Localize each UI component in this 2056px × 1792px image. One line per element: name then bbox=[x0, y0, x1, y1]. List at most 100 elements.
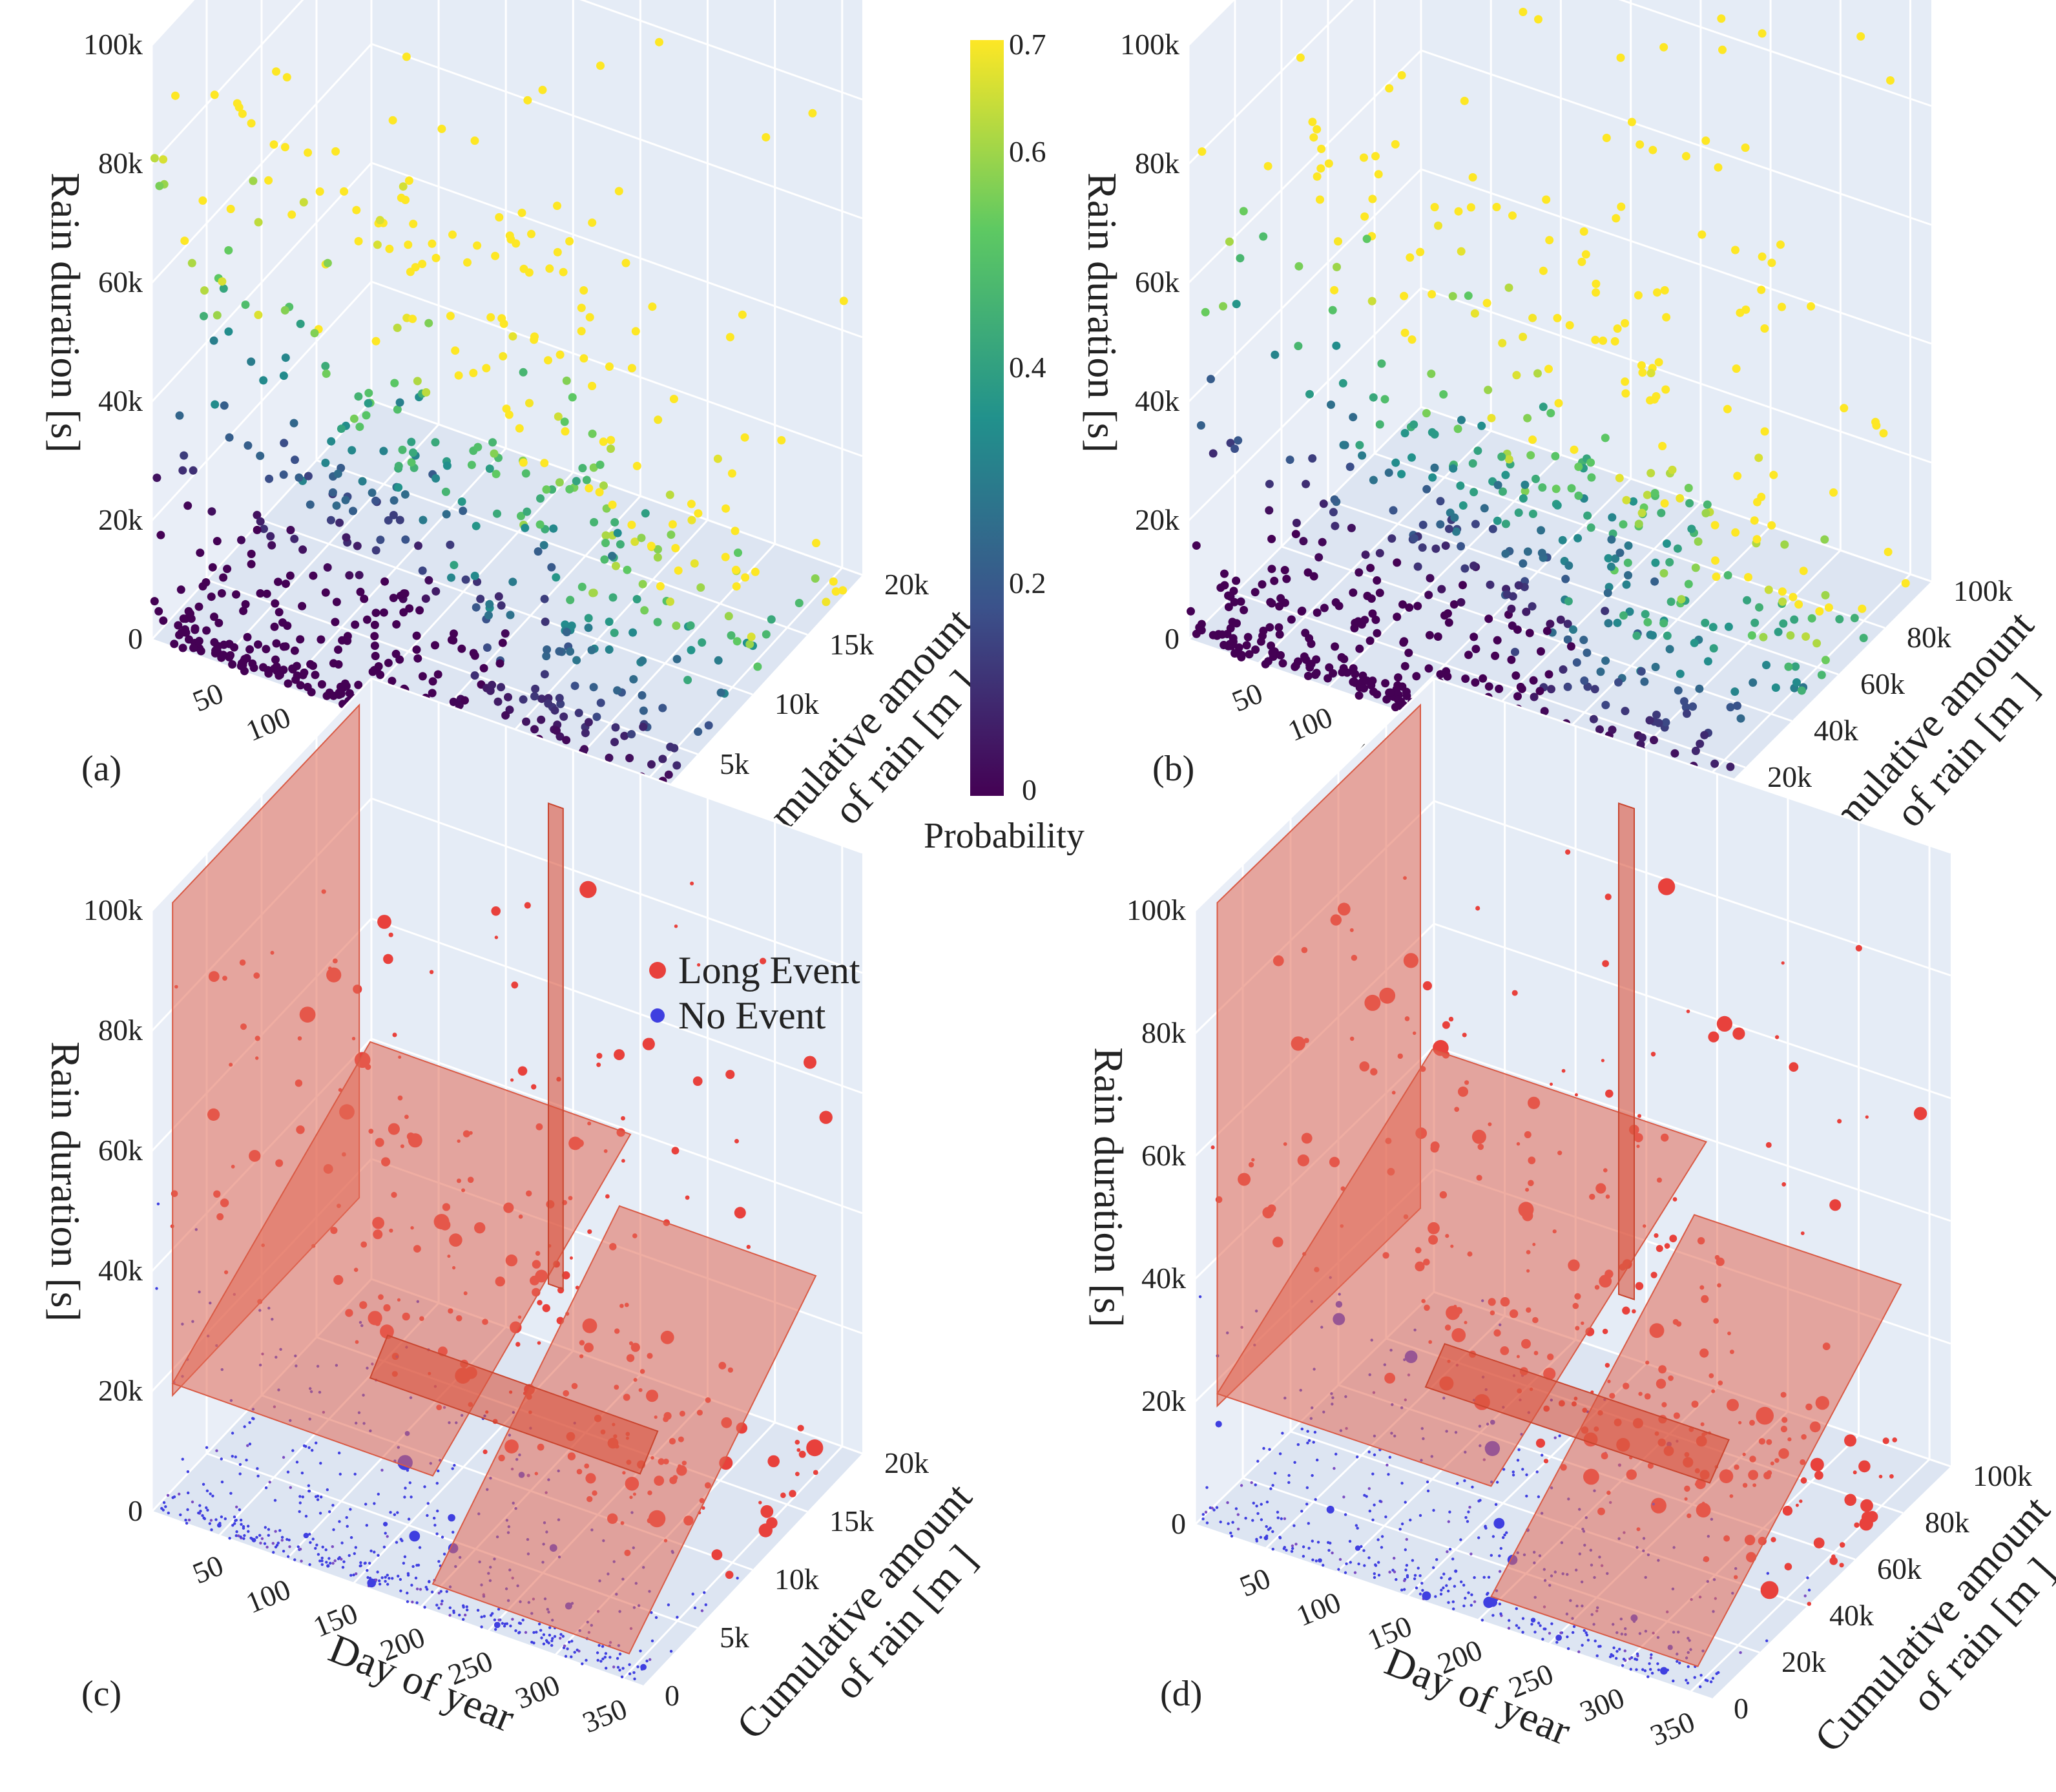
data-point bbox=[531, 684, 540, 693]
data-point bbox=[1340, 654, 1349, 663]
data-point bbox=[1235, 649, 1244, 658]
data-point bbox=[155, 182, 164, 191]
data-point bbox=[1889, 1474, 1894, 1479]
data-point bbox=[1276, 1510, 1280, 1514]
data-point bbox=[220, 1457, 223, 1461]
x-tick-label: 350 bbox=[578, 1692, 632, 1739]
data-point bbox=[217, 589, 226, 598]
data-point bbox=[226, 205, 235, 213]
z-tick-label: 0 bbox=[1165, 622, 1179, 655]
data-point bbox=[1577, 257, 1586, 266]
data-point bbox=[331, 147, 340, 156]
data-point bbox=[1523, 547, 1532, 556]
data-point bbox=[309, 571, 318, 580]
data-point bbox=[1550, 1622, 1553, 1625]
data-point bbox=[1366, 563, 1375, 572]
data-point bbox=[1565, 321, 1574, 329]
data-point bbox=[1466, 203, 1475, 212]
data-point bbox=[1844, 1434, 1856, 1447]
data-point bbox=[1544, 1627, 1547, 1631]
data-point bbox=[418, 1546, 422, 1549]
data-point bbox=[530, 332, 539, 341]
data-point bbox=[1452, 527, 1460, 536]
data-point bbox=[446, 540, 455, 549]
surface-shelf bbox=[1216, 1048, 1708, 1487]
data-point bbox=[555, 478, 564, 487]
y-tick-label: 100k bbox=[1973, 1459, 2032, 1492]
data-point bbox=[1417, 1567, 1420, 1570]
data-point bbox=[1672, 1197, 1677, 1202]
data-point bbox=[1637, 1114, 1641, 1118]
data-point bbox=[1313, 172, 1322, 181]
data-point bbox=[239, 1518, 243, 1522]
data-point bbox=[1622, 1658, 1626, 1661]
data-point bbox=[201, 1514, 204, 1517]
data-point bbox=[1561, 1068, 1566, 1073]
data-point bbox=[243, 632, 252, 641]
data-point bbox=[366, 1568, 369, 1572]
data-point bbox=[1491, 651, 1500, 660]
data-point bbox=[1314, 1498, 1317, 1501]
data-point bbox=[1566, 1647, 1570, 1651]
gridline-y bbox=[1280, 0, 1792, 722]
data-point bbox=[1393, 1570, 1397, 1574]
data-point bbox=[181, 1457, 184, 1461]
data-point bbox=[1412, 672, 1421, 681]
data-point bbox=[362, 411, 371, 420]
data-point bbox=[605, 753, 614, 762]
data-point bbox=[399, 1589, 402, 1592]
data-point bbox=[577, 1649, 581, 1653]
data-point bbox=[407, 437, 416, 446]
data-point bbox=[162, 1501, 166, 1505]
data-point bbox=[1337, 1568, 1340, 1571]
data-point bbox=[1339, 441, 1348, 450]
data-point bbox=[470, 572, 479, 580]
data-point bbox=[411, 1565, 415, 1568]
data-point bbox=[1552, 484, 1561, 494]
data-point bbox=[1484, 1526, 1488, 1530]
data-point bbox=[406, 1600, 410, 1603]
data-point bbox=[523, 507, 532, 516]
data-point bbox=[462, 1618, 465, 1621]
data-point bbox=[618, 1669, 621, 1672]
data-point bbox=[613, 686, 622, 695]
data-point bbox=[1741, 143, 1750, 152]
data-point bbox=[278, 1529, 282, 1532]
data-point bbox=[559, 712, 568, 721]
data-point bbox=[1330, 495, 1339, 504]
data-point bbox=[1318, 537, 1327, 547]
data-point bbox=[1567, 484, 1576, 493]
colorbar-title: Probability bbox=[924, 816, 1085, 856]
data-point bbox=[314, 1495, 318, 1498]
data-point bbox=[1418, 1574, 1422, 1578]
data-point bbox=[627, 521, 636, 529]
data-point bbox=[1473, 1576, 1476, 1579]
data-point bbox=[1619, 611, 1628, 620]
data-point bbox=[1502, 1536, 1505, 1539]
data-point bbox=[601, 1657, 605, 1661]
y-tick-label: 0 bbox=[665, 1679, 680, 1712]
data-point bbox=[358, 477, 367, 486]
data-point bbox=[1686, 1682, 1690, 1685]
data-point bbox=[308, 1532, 311, 1536]
data-point bbox=[1685, 1678, 1688, 1682]
data-point bbox=[1464, 1516, 1468, 1519]
data-point bbox=[1457, 598, 1466, 607]
data-point bbox=[342, 1560, 346, 1563]
data-point bbox=[457, 497, 466, 506]
data-point bbox=[1558, 536, 1567, 545]
data-point bbox=[618, 1652, 622, 1656]
data-point bbox=[753, 662, 762, 671]
data-point bbox=[374, 662, 383, 671]
data-point bbox=[1349, 678, 1358, 687]
data-point bbox=[731, 565, 740, 574]
data-point bbox=[1260, 1518, 1263, 1521]
data-point bbox=[159, 155, 168, 164]
data-point bbox=[404, 176, 413, 185]
data-point bbox=[599, 481, 608, 490]
data-point bbox=[234, 1519, 237, 1523]
data-point bbox=[320, 1495, 323, 1499]
data-point bbox=[1187, 607, 1195, 616]
data-point bbox=[1764, 585, 1773, 594]
data-point bbox=[1542, 195, 1551, 204]
